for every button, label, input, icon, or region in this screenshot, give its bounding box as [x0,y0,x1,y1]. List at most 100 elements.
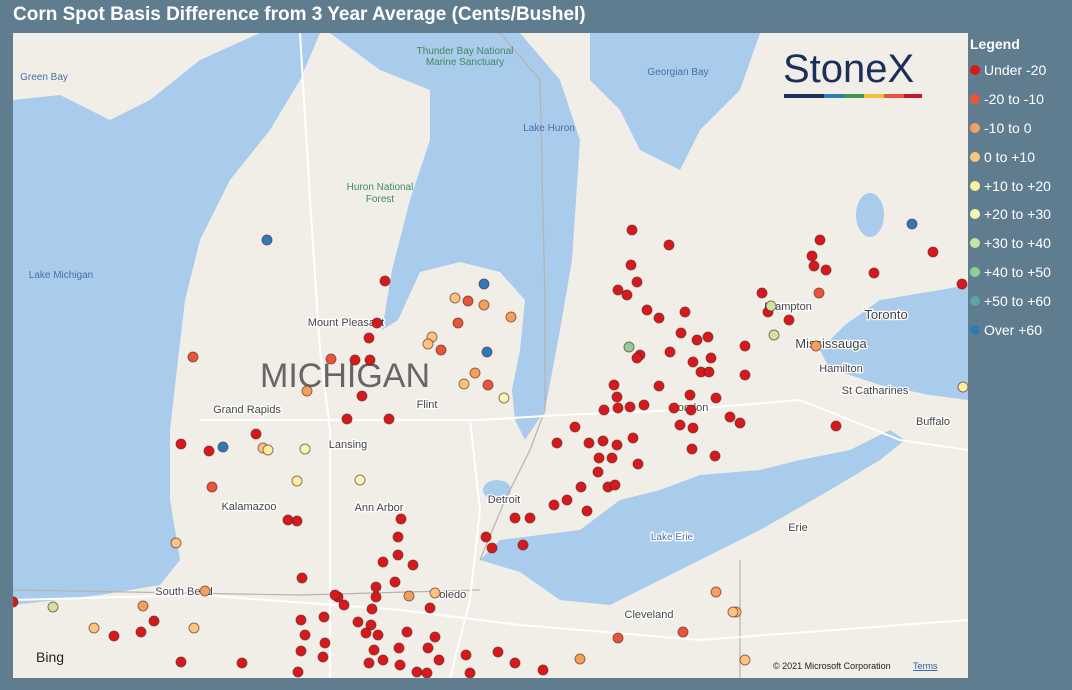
location-marker[interactable] [366,603,378,615]
location-marker[interactable] [170,537,182,549]
location-marker[interactable] [668,402,680,414]
location-marker[interactable] [598,404,610,416]
location-marker[interactable] [460,649,472,661]
location-marker[interactable] [349,354,361,366]
location-marker[interactable] [820,264,832,276]
location-marker[interactable] [481,346,493,358]
location-marker[interactable] [370,591,382,603]
location-marker[interactable] [341,413,353,425]
location-marker[interactable] [365,619,377,631]
location-marker[interactable] [727,606,739,618]
location-marker[interactable] [354,474,366,486]
location-marker[interactable] [464,667,476,678]
location-marker[interactable] [674,419,686,431]
location-marker[interactable] [684,389,696,401]
location-marker[interactable] [356,390,368,402]
location-marker[interactable] [606,452,618,464]
location-marker[interactable] [319,637,331,649]
location-marker[interactable] [299,443,311,455]
location-marker[interactable] [282,514,294,526]
location-marker[interactable] [148,615,160,627]
location-marker[interactable] [360,627,372,639]
location-marker[interactable] [813,287,825,299]
location-marker[interactable] [653,312,665,324]
location-marker[interactable] [687,356,699,368]
location-marker[interactable] [203,445,215,457]
location-marker[interactable] [389,576,401,588]
location-marker[interactable] [569,421,581,433]
location-marker[interactable] [664,346,676,358]
location-marker[interactable] [868,267,880,279]
location-marker[interactable] [574,653,586,665]
legend-item[interactable]: +40 to +50 [970,258,1051,287]
location-marker[interactable] [806,250,818,262]
location-marker[interactable] [677,626,689,638]
location-marker[interactable] [317,651,329,663]
location-marker[interactable] [583,437,595,449]
location-marker[interactable] [739,369,751,381]
location-marker[interactable] [392,531,404,543]
location-marker[interactable] [199,585,211,597]
location-marker[interactable] [458,378,470,390]
location-marker[interactable] [462,295,474,307]
location-marker[interactable] [638,399,650,411]
location-marker[interactable] [783,314,795,326]
location-marker[interactable] [561,494,573,506]
location-marker[interactable] [626,224,638,236]
location-marker[interactable] [597,435,609,447]
location-marker[interactable] [318,611,330,623]
location-marker[interactable] [377,654,389,666]
location-marker[interactable] [631,352,643,364]
location-marker[interactable] [492,646,504,658]
location-marker[interactable] [299,629,311,641]
location-marker[interactable] [612,402,624,414]
location-marker[interactable] [135,626,147,638]
location-marker[interactable] [685,404,697,416]
location-marker[interactable] [956,278,968,290]
location-marker[interactable] [429,631,441,643]
location-marker[interactable] [368,644,380,656]
location-marker[interactable] [612,632,624,644]
location-marker[interactable] [236,657,248,669]
location-marker[interactable] [927,246,939,258]
location-marker[interactable] [486,542,498,554]
location-marker[interactable] [703,366,715,378]
location-marker[interactable] [537,664,549,676]
location-marker[interactable] [632,458,644,470]
location-marker[interactable] [291,475,303,487]
location-marker[interactable] [88,622,100,634]
location-marker[interactable] [421,667,433,678]
legend-item[interactable]: -20 to -10 [970,85,1051,114]
location-marker[interactable] [175,438,187,450]
location-marker[interactable] [724,411,736,423]
location-marker[interactable] [808,260,820,272]
location-marker[interactable] [435,344,447,356]
location-marker[interactable] [608,379,620,391]
location-marker[interactable] [363,332,375,344]
location-marker[interactable] [137,600,149,612]
location-marker[interactable] [627,432,639,444]
location-marker[interactable] [379,275,391,287]
location-marker[interactable] [679,306,691,318]
location-marker[interactable] [401,626,413,638]
location-marker[interactable] [429,587,441,599]
location-marker[interactable] [709,450,721,462]
location-marker[interactable] [957,381,968,393]
location-marker[interactable] [370,581,382,593]
location-marker[interactable] [363,657,375,669]
location-marker[interactable] [702,331,714,343]
location-marker[interactable] [422,338,434,350]
location-marker[interactable] [581,505,593,517]
location-marker[interactable] [383,413,395,425]
location-marker[interactable] [625,259,637,271]
legend-item[interactable]: +10 to +20 [970,171,1051,200]
location-marker[interactable] [291,515,303,527]
location-marker[interactable] [641,304,653,316]
location-marker[interactable] [739,654,751,666]
location-marker[interactable] [452,317,464,329]
location-marker[interactable] [478,299,490,311]
location-marker[interactable] [509,512,521,524]
location-marker[interactable] [830,420,842,432]
legend-item[interactable]: +50 to +60 [970,286,1051,315]
location-marker[interactable] [517,539,529,551]
